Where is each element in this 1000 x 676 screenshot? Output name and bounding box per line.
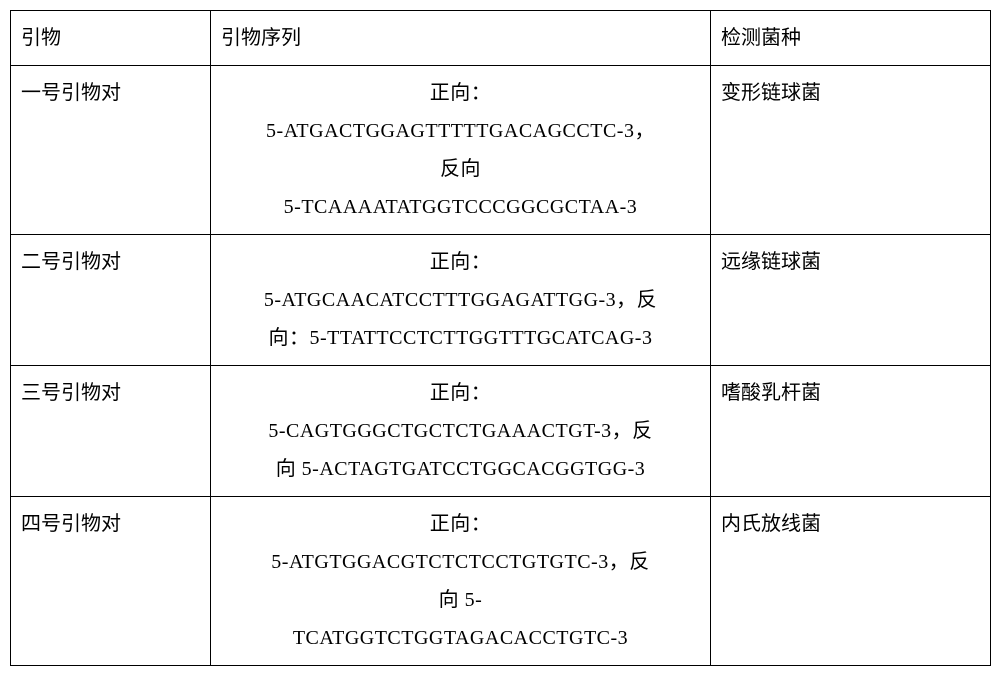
- primer-sequence: 正向： 5-ATGCAACATCCTTTGGAGATTGG-3，反 向：5-TT…: [211, 235, 711, 366]
- primer-sequence: 正向： 5-CAGTGGGCTGCTCTGAAACTGT-3，反 向 5-ACT…: [211, 366, 711, 497]
- seq-line: 向：5-TTATTCCTCTTGGTTTGCATCAG-3: [221, 319, 700, 357]
- primer-name: 三号引物对: [11, 366, 211, 497]
- species-name: 内氏放线菌: [711, 497, 991, 666]
- seq-line: 向 5-: [221, 581, 700, 619]
- seq-line: 正向：: [221, 505, 700, 543]
- seq-line: 反向: [221, 150, 700, 188]
- primer-table: 引物 引物序列 检测菌种 一号引物对 正向： 5-ATGACTGGAGTTTTT…: [10, 10, 991, 666]
- header-primer: 引物: [11, 11, 211, 66]
- primer-name: 二号引物对: [11, 235, 211, 366]
- table-header-row: 引物 引物序列 检测菌种: [11, 11, 991, 66]
- seq-line: 5-TCAAAATATGGTCCCGGCGCTAA-3: [221, 188, 700, 226]
- seq-line: 5-ATGCAACATCCTTTGGAGATTGG-3，反: [221, 281, 700, 319]
- seq-line: 正向：: [221, 243, 700, 281]
- header-sequence: 引物序列: [211, 11, 711, 66]
- seq-line: 5-ATGACTGGAGTTTTTGACAGCCTC-3，: [221, 112, 700, 150]
- table-row: 四号引物对 正向： 5-ATGTGGACGTCTCTCCTGTGTC-3，反 向…: [11, 497, 991, 666]
- primer-sequence: 正向： 5-ATGACTGGAGTTTTTGACAGCCTC-3， 反向 5-T…: [211, 66, 711, 235]
- table-row: 三号引物对 正向： 5-CAGTGGGCTGCTCTGAAACTGT-3，反 向…: [11, 366, 991, 497]
- primer-name: 一号引物对: [11, 66, 211, 235]
- species-name: 嗜酸乳杆菌: [711, 366, 991, 497]
- seq-line: TCATGGTCTGGTAGACACCTGTC-3: [221, 619, 700, 657]
- primer-sequence: 正向： 5-ATGTGGACGTCTCTCCTGTGTC-3，反 向 5- TC…: [211, 497, 711, 666]
- table-row: 一号引物对 正向： 5-ATGACTGGAGTTTTTGACAGCCTC-3， …: [11, 66, 991, 235]
- seq-line: 5-ATGTGGACGTCTCTCCTGTGTC-3，反: [221, 543, 700, 581]
- seq-line: 正向：: [221, 374, 700, 412]
- species-name: 远缘链球菌: [711, 235, 991, 366]
- primer-name: 四号引物对: [11, 497, 211, 666]
- header-species: 检测菌种: [711, 11, 991, 66]
- seq-line: 5-CAGTGGGCTGCTCTGAAACTGT-3，反: [221, 412, 700, 450]
- species-name: 变形链球菌: [711, 66, 991, 235]
- table-row: 二号引物对 正向： 5-ATGCAACATCCTTTGGAGATTGG-3，反 …: [11, 235, 991, 366]
- seq-line: 向 5-ACTAGTGATCCTGGCACGGTGG-3: [221, 450, 700, 488]
- seq-line: 正向：: [221, 74, 700, 112]
